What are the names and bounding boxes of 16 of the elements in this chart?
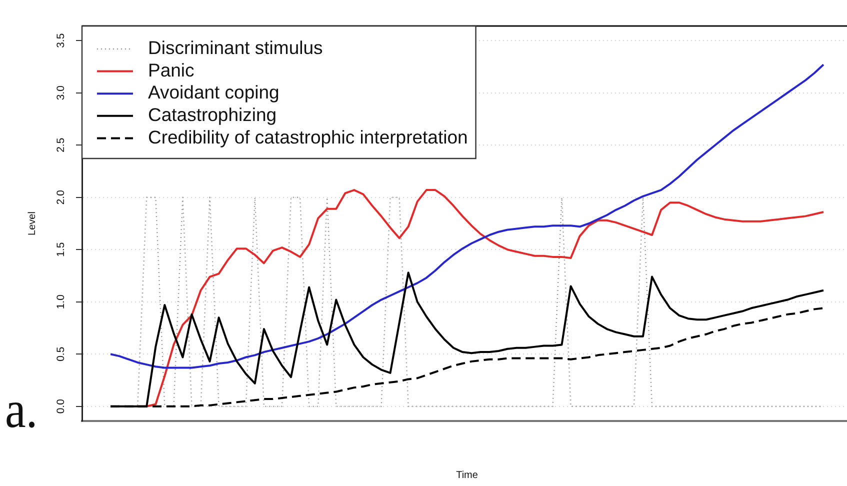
legend-label: Discriminant stimulus	[148, 37, 323, 58]
legend-label: Credibility of catastrophic interpretation	[148, 126, 468, 148]
legend-label: Avoidant coping	[148, 82, 280, 103]
y-tick-label: 0.5	[54, 346, 67, 362]
y-axis-title: Level	[26, 212, 38, 236]
y-tick-label: 3.5	[54, 33, 67, 48]
text: a.	[5, 382, 38, 440]
x-axis-title: Time	[456, 470, 478, 481]
y-tick-label: 3.0	[54, 85, 67, 100]
y-tick-label: 1.0	[54, 294, 67, 310]
legend-label: Catastrophizing	[148, 104, 277, 125]
y-tick-label: 2.0	[54, 190, 67, 205]
legend-label: Panic	[148, 59, 194, 80]
y-tick-label: 1.5	[54, 242, 67, 257]
y-tick-label: 2.5	[54, 138, 67, 152]
y-tick-label: 0.0	[54, 398, 67, 414]
